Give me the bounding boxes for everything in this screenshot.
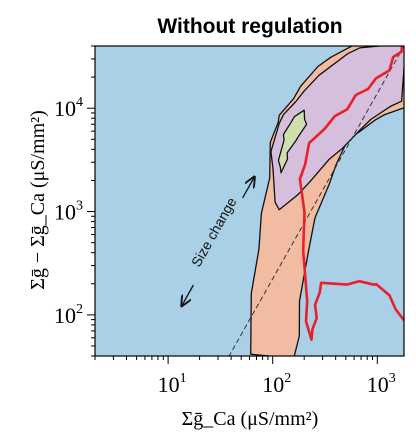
- red-boundary-curve: [298, 46, 404, 341]
- y-tick-label: 103: [54, 199, 83, 225]
- plot-area: [95, 46, 404, 356]
- chart-title: Without regulation: [157, 15, 342, 38]
- size-change-arrow: [182, 284, 194, 306]
- size-change-arrow: [242, 177, 255, 199]
- y-axis-label: Σḡ − Σḡ_Ca (μS/mm²): [27, 110, 49, 290]
- x-tick-label: 101: [158, 371, 187, 397]
- x-tick-label: 103: [367, 371, 396, 397]
- x-axis-label: Σḡ_Ca (μS/mm²): [182, 408, 319, 430]
- green-region: [277, 109, 308, 174]
- y-tick-label: 102: [54, 302, 83, 328]
- y-tick-label: 104: [54, 95, 83, 121]
- diagonal-line: [228, 46, 404, 356]
- x-tick-label: 102: [262, 371, 291, 397]
